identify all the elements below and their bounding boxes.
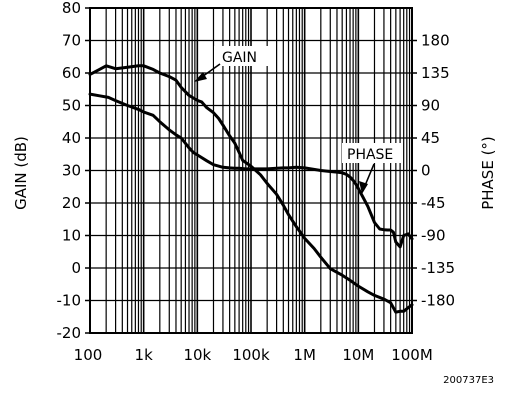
- gain-annotation: GAIN: [194, 46, 268, 82]
- gain-tick-label: 70: [62, 32, 81, 50]
- phase-label: PHASE: [347, 147, 393, 163]
- grid: [90, 8, 412, 333]
- gain-axis-ticks: 80 70 60 50 40 30 20 10 0 -10 -20: [57, 0, 90, 342]
- gain-label: GAIN: [222, 50, 257, 66]
- phase-tick-label: 135: [421, 64, 450, 82]
- gain-tick-label: 20: [62, 194, 81, 212]
- gain-tick-label: 80: [62, 0, 81, 17]
- gain-arrowhead: [194, 72, 207, 82]
- figure-code: 200737E3: [443, 375, 494, 386]
- gain-tick-label: 50: [62, 97, 81, 115]
- frequency-tick-label: 10k: [183, 346, 211, 364]
- gain-curve: [88, 92, 414, 249]
- gain-tick-label: 60: [62, 64, 81, 82]
- frequency-tick-label: 1M: [293, 346, 316, 364]
- phase-tick-label: -135: [421, 259, 455, 277]
- gain-label-background: [214, 46, 268, 66]
- gain-tick-label: 0: [71, 259, 81, 277]
- series-lines: [88, 64, 414, 314]
- phase-tick-label: -45: [421, 194, 446, 212]
- frequency-axis-ticks: 100 1k 10k 100k 1M 10M 100M: [74, 346, 433, 364]
- phase-annotation: PHASE: [342, 143, 402, 194]
- gain-tick-label: 40: [62, 129, 81, 147]
- frequency-tick-label: 1k: [135, 346, 154, 364]
- gain-tick-label: 10: [62, 227, 81, 245]
- phase-tick-label: 45: [421, 129, 440, 147]
- phase-tick-label: 90: [421, 97, 440, 115]
- phase-arrowhead: [359, 181, 368, 194]
- gain-tick-label: -10: [57, 292, 82, 310]
- gain-tick-label: -20: [57, 324, 82, 342]
- frequency-tick-label: 100k: [232, 346, 270, 364]
- frequency-tick-label: 100M: [391, 346, 433, 364]
- gain-axis-title: GAIN (dB): [12, 136, 30, 210]
- phase-tick-label: 0: [421, 162, 431, 180]
- phase-tick-label: -180: [421, 292, 455, 310]
- gain-tick-label: 30: [62, 162, 81, 180]
- frequency-tick-label: 100: [74, 346, 103, 364]
- phase-axis-title: PHASE (°): [479, 136, 497, 210]
- phase-tick-label: 180: [421, 32, 450, 50]
- frequency-tick-label: 10M: [342, 346, 374, 364]
- phase-label-background: [342, 143, 402, 163]
- phase-axis-ticks: 180 135 90 45 0 -45 -90 -135 -180: [412, 32, 455, 310]
- phase-tick-label: -90: [421, 227, 446, 245]
- phase-curve: [88, 64, 414, 314]
